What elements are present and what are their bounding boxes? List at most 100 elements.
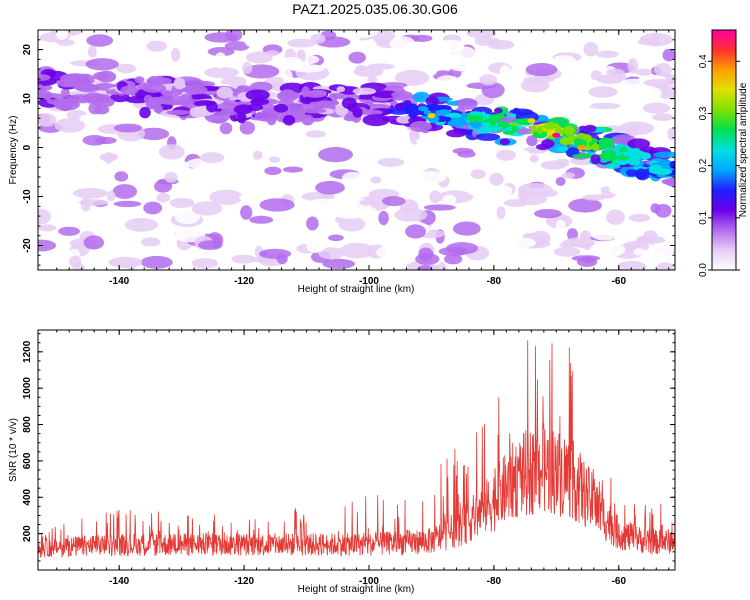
heatmap-cell: [280, 89, 295, 97]
heatmap-cell: [242, 61, 253, 75]
heatmap-cell: [264, 76, 289, 87]
heatmap-cell: [280, 57, 304, 71]
heatmap-cell: [475, 133, 501, 141]
heatmap-cell: [466, 116, 480, 122]
heatmap-cell: [362, 114, 390, 127]
heatmap-cell: [38, 152, 52, 166]
snr-x-ticks: -140 -120 -100 -80 -60: [56, 330, 670, 587]
heatmap-cell: [509, 57, 531, 65]
heatmap-cell: [175, 69, 187, 78]
heatmap-cell: [76, 84, 101, 93]
heatmap-cell: [272, 237, 294, 250]
heatmap-cell: [489, 117, 497, 127]
heatmap-cell: [138, 139, 149, 147]
heatmap-cell: [134, 76, 145, 84]
heatmap-cell: [457, 98, 478, 110]
heatmap-cell: [322, 258, 356, 269]
heatmap-cell: [124, 218, 158, 232]
heatmap-cell: [313, 174, 332, 182]
y-tick-label: 10: [22, 93, 33, 105]
heatmap-cell: [634, 68, 653, 76]
heatmap-cell: [94, 136, 117, 145]
heatmap-cell: [318, 147, 353, 163]
heatmap-cell: [142, 83, 167, 93]
x-tick-label: -60: [612, 276, 627, 287]
heatmap-cell: [573, 138, 582, 148]
heatmap-cell: [79, 114, 95, 123]
heatmap-cell: [137, 246, 167, 253]
heatmap-cell: [60, 88, 70, 98]
heatmap-cell: [225, 30, 243, 42]
heatmap-cell: [435, 75, 461, 90]
x-tick-label: -120: [234, 276, 254, 287]
snr-y-ticks: 200 400 600 800 1000 1200: [22, 333, 675, 562]
x-tick-label: -100: [359, 576, 379, 587]
heatmap-cell: [418, 140, 452, 156]
heatmap-cell: [105, 218, 121, 231]
heatmap-cell: [652, 113, 674, 121]
heatmap-cell: [335, 216, 343, 223]
heatmap-cell: [179, 58, 189, 74]
heatmap-cell: [520, 211, 531, 221]
heatmap-cell: [367, 76, 378, 84]
heatmap-cell: [634, 45, 661, 54]
heatmap-cell: [147, 75, 162, 87]
heatmap-cell: [249, 81, 273, 93]
heatmap-cell: [113, 123, 143, 133]
heatmap-cell: [590, 226, 619, 241]
heatmap-cell: [339, 242, 375, 259]
heatmap-cell: [554, 158, 570, 168]
heatmap-cell: [582, 256, 594, 264]
heatmap-cell: [449, 59, 471, 72]
heatmap-cell: [410, 34, 433, 42]
heatmap-cell: [590, 241, 626, 258]
heatmap-cell: [654, 62, 673, 77]
heatmap-cell: [287, 38, 317, 48]
heatmap-cell: [38, 74, 51, 81]
heatmap-cell: [243, 64, 280, 79]
heatmap-cell: [204, 67, 239, 79]
heatmap-cell: [110, 92, 130, 103]
heatmap-cell: [331, 92, 344, 100]
heatmap-cell: [301, 107, 327, 114]
heatmap-cell: [367, 208, 379, 223]
heatmap-cell: [375, 143, 407, 158]
heatmap-cell: [562, 99, 593, 109]
heatmap-cell: [662, 48, 675, 62]
x-tick-label: -140: [109, 576, 129, 587]
heatmap-cell: [643, 230, 658, 242]
heatmap-cell: [353, 66, 384, 78]
heatmap-cell: [155, 61, 172, 69]
heatmap-cell: [616, 156, 630, 161]
heatmap-cell: [568, 198, 602, 213]
heatmap-cell: [256, 225, 285, 240]
heatmap-cell: [264, 166, 282, 176]
heatmap-cell: [120, 85, 139, 96]
heatmap-cell: [633, 248, 646, 256]
heatmap-cell: [590, 70, 603, 81]
heatmap-cell: [429, 190, 441, 204]
heatmap-cell: [567, 228, 578, 241]
heatmap-cell: [391, 90, 413, 99]
x-tick-label: -140: [109, 276, 129, 287]
heatmap-cell: [214, 52, 227, 69]
heatmap-cell: [352, 107, 363, 118]
heatmap-cell: [191, 258, 218, 269]
heatmap-cell: [352, 87, 377, 95]
heatmap-cell: [88, 45, 97, 58]
heatmap-cell: [171, 47, 181, 62]
heatmap-cell: [338, 65, 350, 74]
heatmap-cell: [173, 77, 186, 90]
heatmap-cell: [415, 253, 440, 265]
x-tick-label: -120: [234, 576, 254, 587]
heatmap-cell: [269, 156, 281, 163]
colorbar-label: Normalized spectral amplitude: [738, 82, 749, 217]
heatmap-cell: [231, 254, 257, 264]
heatmap-cell: [38, 189, 71, 198]
spectrogram-x-axis-title: Height of straight line (km): [298, 284, 415, 295]
heatmap-cell: [166, 109, 191, 116]
colorbar-tick-label: 0.4: [698, 54, 709, 68]
heatmap-cell: [348, 51, 366, 64]
heatmap-cell: [169, 197, 195, 208]
